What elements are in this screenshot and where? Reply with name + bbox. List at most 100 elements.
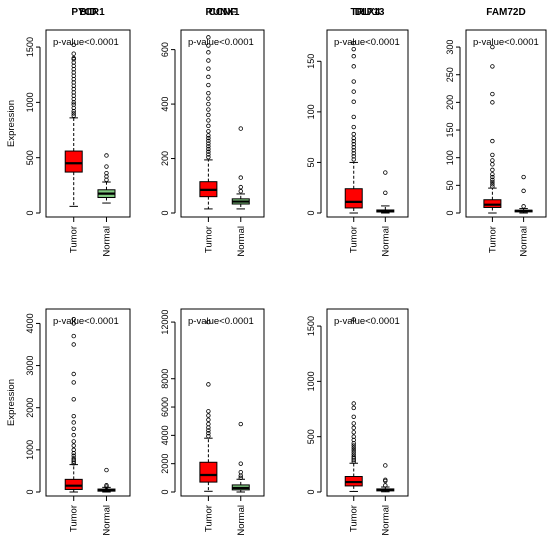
outlier-point — [206, 141, 211, 146]
outlier-point — [351, 64, 356, 69]
box-body — [64, 478, 83, 490]
outlier-point — [351, 40, 356, 46]
x-tick-label: Normal — [101, 505, 112, 536]
outlier-point — [521, 174, 526, 180]
outlier-point — [206, 35, 211, 40]
chart-title: BID — [79, 7, 96, 18]
outlier-point — [490, 64, 495, 69]
outlier-point — [206, 431, 211, 436]
y-tick-label: 1000 — [25, 440, 35, 460]
outlier-point — [206, 43, 211, 48]
outlier-point — [238, 189, 243, 194]
outlier-point — [351, 447, 356, 453]
outlier-point — [71, 457, 76, 463]
y-tick-label: 1500 — [306, 316, 316, 336]
plot-frame — [45, 308, 131, 497]
outlier-point — [351, 401, 356, 406]
box-tumor — [344, 40, 363, 214]
outlier-point — [383, 190, 388, 195]
outlier-point — [238, 469, 243, 475]
outlier-point — [206, 149, 211, 154]
outlier-point — [206, 66, 211, 71]
outlier-point — [206, 417, 211, 422]
y-tick-label: 400 — [160, 97, 170, 112]
y-tick-label: 500 — [25, 150, 35, 165]
outlier-point — [206, 428, 211, 433]
y-tick-label: 6000 — [160, 397, 170, 417]
y-axis-label: Expression — [6, 379, 17, 426]
outlier-point — [206, 107, 211, 112]
outlier-point — [490, 100, 495, 105]
y-tick-label: 0 — [306, 489, 316, 494]
x-tick-label: Normal — [380, 505, 391, 536]
outlier-point — [490, 179, 495, 185]
outlier-point — [238, 421, 243, 427]
outlier-point — [490, 177, 495, 183]
outlier-point — [351, 452, 356, 457]
outlier-point — [351, 114, 356, 120]
outlier-point — [238, 126, 243, 131]
outlier-point — [71, 432, 76, 438]
outlier-point — [206, 413, 211, 418]
outlier-point — [71, 111, 76, 116]
outlier-point — [206, 101, 211, 107]
box-tumor — [483, 44, 502, 214]
y-tick-label: 600 — [160, 42, 170, 57]
outlier-point — [238, 461, 243, 466]
chart-title: TRIP13 — [351, 7, 385, 18]
outlier-point — [71, 113, 76, 118]
y-tick-label: 300 — [445, 40, 455, 55]
outlier-point — [206, 112, 211, 118]
box-body — [483, 199, 502, 208]
outlier-point — [490, 44, 495, 50]
outlier-point — [351, 131, 356, 137]
outlier-point — [351, 454, 356, 459]
chart-title: RUNX1 — [206, 7, 240, 18]
outlier-point — [206, 144, 211, 149]
outlier-point — [351, 421, 356, 426]
outlier-point — [351, 443, 356, 448]
outlier-point — [351, 79, 356, 84]
outlier-point — [71, 321, 76, 326]
box-body — [199, 461, 218, 483]
outlier-point — [206, 50, 211, 55]
outlier-point — [206, 433, 211, 439]
outlier-point — [490, 167, 495, 173]
outlier-point — [71, 397, 76, 402]
outlier-point — [351, 46, 356, 52]
outlier-point — [351, 148, 356, 153]
p-value-annotation: p-value<0.0001 — [188, 37, 254, 48]
outlier-point — [351, 135, 356, 141]
outlier-point — [351, 434, 356, 439]
y-tick-label: 100 — [306, 104, 316, 119]
outlier-point — [71, 420, 76, 425]
x-tick-label: Normal — [380, 226, 391, 257]
outlier-point — [104, 170, 109, 176]
outlier-point — [490, 184, 495, 189]
outlier-point — [206, 152, 211, 157]
outlier-point — [351, 145, 356, 150]
plot-frame — [465, 29, 547, 218]
outlier-point — [71, 55, 76, 61]
outlier-point — [71, 439, 76, 444]
outlier-point — [490, 138, 495, 144]
x-tick-label: Tumor — [203, 505, 214, 532]
outlier-point — [71, 42, 76, 48]
outlier-point — [351, 142, 356, 147]
outlier-point — [71, 51, 76, 56]
y-tick-label: 50 — [445, 180, 455, 190]
outlier-point — [351, 54, 356, 59]
outlier-point — [206, 96, 211, 101]
chart-title: DLX4 — [355, 7, 381, 18]
y-tick-label: 100 — [445, 150, 455, 165]
outlier-point — [206, 421, 211, 427]
chart-title: FAM72D — [486, 7, 525, 18]
y-tick-label: 150 — [445, 123, 455, 138]
outlier-point — [206, 135, 211, 141]
y-tick-label: 4000 — [160, 425, 170, 445]
plot-frame — [180, 29, 265, 218]
outlier-point — [351, 445, 356, 450]
box-normal — [376, 170, 395, 214]
